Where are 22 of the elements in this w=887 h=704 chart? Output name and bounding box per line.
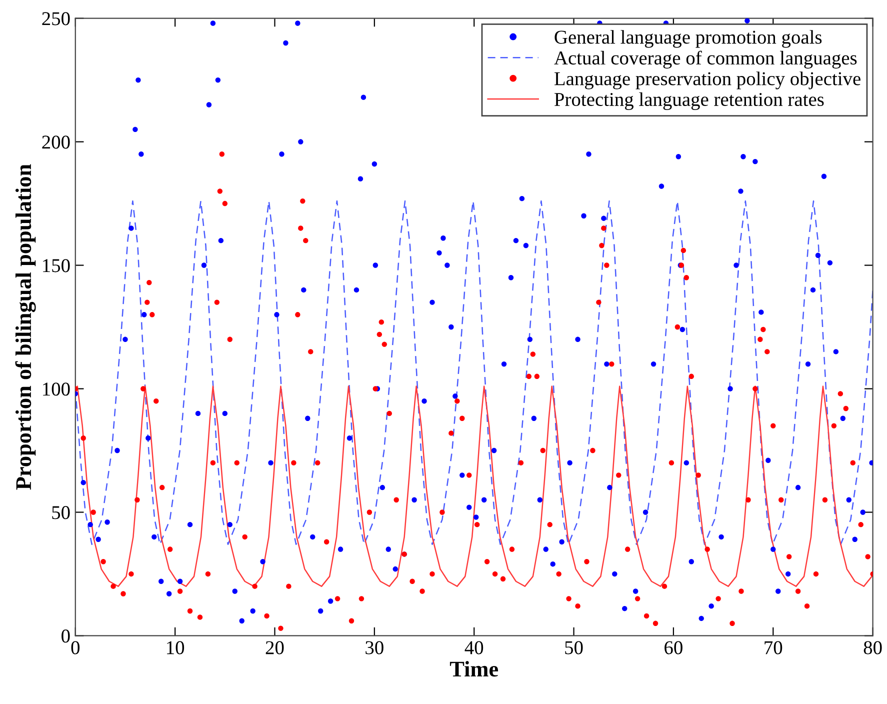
y-axis-title: Proportion of bilingual population xyxy=(15,164,36,490)
x-tick-label: 30 xyxy=(366,641,384,654)
x-tick-label: 60 xyxy=(664,641,682,654)
y-tick-label: 0 xyxy=(62,630,70,643)
y-tick-label: 200 xyxy=(42,136,70,149)
x-tick-label: 40 xyxy=(464,641,484,654)
y-tick-label: 150 xyxy=(43,259,70,272)
legend-label: Protecting language retention rates xyxy=(554,92,824,110)
legend-label: General language promotion goals xyxy=(554,30,822,48)
x-tick-label: 80 xyxy=(864,641,882,654)
x-tick-label: 10 xyxy=(167,641,184,654)
y-tick-label: 100 xyxy=(43,382,70,396)
x-tick-label: 50 xyxy=(565,641,583,654)
x-tick-label: 0 xyxy=(71,641,80,654)
y-tick-label: 250 xyxy=(42,12,70,26)
x-tick-label: 20 xyxy=(266,641,284,654)
legend-label: Language preservation policy objective xyxy=(554,72,860,90)
line-series xyxy=(75,200,873,545)
x-tick-label: 70 xyxy=(764,641,782,654)
y-tick-label: 50 xyxy=(52,506,70,520)
x-axis-title: Time xyxy=(450,660,498,677)
legend-label: Actual coverage of common languages xyxy=(554,50,857,69)
